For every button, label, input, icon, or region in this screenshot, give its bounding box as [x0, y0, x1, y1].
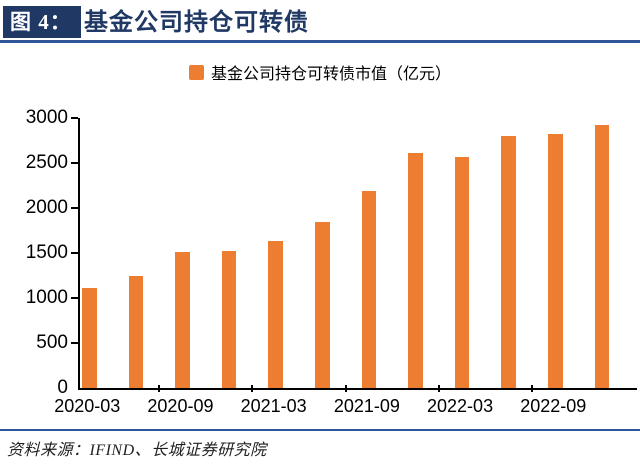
y-axis-tick	[71, 252, 78, 254]
bar-2021-03	[268, 241, 283, 388]
x-axis-label: 2022-09	[520, 396, 587, 416]
y-axis-label: 1000	[25, 287, 68, 308]
x-axis-tick	[344, 385, 347, 392]
bar-2021-09	[361, 190, 377, 388]
bar-2021-12	[408, 153, 423, 388]
title-divider	[0, 40, 640, 43]
x-axis-tick	[530, 385, 533, 392]
bar-2020-09	[175, 252, 190, 388]
y-axis-label: 3000	[25, 107, 68, 128]
y-axis-label: 1500	[25, 242, 68, 263]
y-axis-label: 500	[36, 332, 68, 353]
x-axis-tick	[158, 385, 161, 392]
y-axis-tick	[71, 207, 78, 209]
x-axis-tick	[437, 385, 440, 392]
legend-swatch	[188, 64, 204, 80]
chart-legend: 基金公司持仓可转债市值（亿元）	[0, 63, 640, 83]
x-axis-tick	[251, 385, 254, 392]
source-note: 资料来源：IFIND、长城证券研究院	[7, 442, 267, 459]
x-axis-label: 2020-03	[54, 396, 121, 416]
y-axis-label: 0	[57, 377, 68, 398]
figure-number-badge: 图 4：	[3, 6, 81, 38]
bar-2022-03	[454, 157, 470, 388]
bar-2020-12	[221, 250, 237, 388]
y-axis-tick	[71, 297, 78, 299]
bar-2020-06	[128, 275, 144, 388]
x-axis-label: 2020-09	[147, 396, 214, 416]
bar-2022-12	[594, 125, 610, 388]
legend-label: 基金公司持仓可转债市值（亿元）	[210, 66, 451, 83]
y-axis-label: 2000	[25, 197, 68, 218]
x-axis-label: 2022-03	[427, 396, 494, 416]
y-axis-tick	[71, 162, 78, 164]
y-axis-tick	[71, 117, 78, 119]
x-axis-label: 2021-09	[333, 396, 400, 416]
y-axis-label: 2500	[25, 152, 68, 173]
bar-2020-03	[82, 288, 97, 388]
footer-divider	[0, 429, 640, 431]
bar-chart-plot-area	[71, 117, 637, 392]
figure-title: 基金公司持仓可转债	[84, 10, 309, 36]
bar-2022-06	[501, 136, 516, 388]
y-axis-tick	[71, 342, 78, 344]
bar-2021-06	[315, 221, 330, 388]
x-axis-label: 2021-03	[240, 396, 307, 416]
bar-2022-09	[548, 133, 563, 388]
